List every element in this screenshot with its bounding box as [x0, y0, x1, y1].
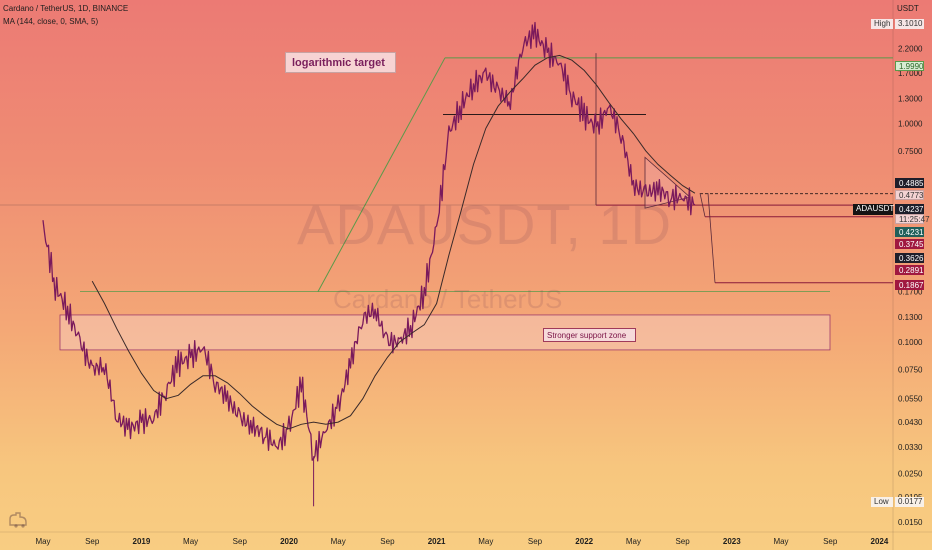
price-tag: 0.2891	[895, 265, 924, 275]
drop-line-2	[699, 193, 706, 217]
price-tag: 1.9990	[895, 61, 924, 71]
price-tag: 0.3626	[895, 253, 924, 263]
price-tick-label: 1.3000	[898, 95, 923, 104]
price-tick-label: 0.1700	[898, 288, 923, 297]
price-tick-label: 0.0430	[898, 418, 923, 427]
price-tick-label: 0.0550	[898, 395, 923, 404]
price-tick-label: 0.1000	[898, 338, 923, 347]
time-tick-label: Sep	[85, 537, 100, 546]
time-tick-label: 2024	[871, 537, 889, 546]
price-tick-label: 1.7000	[898, 69, 923, 78]
time-tick-label: 2022	[575, 537, 593, 546]
ma-line[interactable]	[91, 54, 696, 430]
currency-label: USDT	[897, 4, 919, 13]
drop-line-3	[707, 193, 716, 283]
price-tag: 0.3745	[895, 239, 924, 249]
time-tick-label: May	[35, 537, 50, 546]
low-label: Low	[871, 497, 893, 507]
support-zone-rect[interactable]	[59, 314, 831, 351]
time-tick-label: 2021	[428, 537, 446, 546]
time-tick-label: Sep	[528, 537, 543, 546]
tradingview-logo-icon[interactable]	[8, 511, 30, 529]
high-label: High	[871, 19, 893, 29]
annotation-logarithmic-target[interactable]: logarithmic target	[285, 52, 396, 73]
time-tick-label: 2019	[133, 537, 151, 546]
price-tag: 11:25:47	[895, 214, 930, 224]
annotation-support-zone-label[interactable]: Stronger support zone	[543, 328, 636, 342]
price-tick-label: 2.2000	[898, 45, 923, 54]
time-tick-label: Sep	[380, 537, 395, 546]
price-tick-label: 0.0150	[898, 518, 923, 527]
price-tag: 0.1867	[895, 280, 924, 290]
watermark-symbol: ADAUSDT, 1D	[297, 193, 673, 256]
time-tick-label: 2023	[723, 537, 741, 546]
price-tick-label: 0.7500	[898, 147, 923, 156]
time-tick-label: Sep	[233, 537, 248, 546]
price-tag: 0.4237	[895, 204, 924, 214]
price-tick-label: 0.0750	[898, 365, 923, 374]
price-tick-label: 0.1300	[898, 313, 923, 322]
target-projection-line[interactable]	[317, 57, 446, 292]
time-tick-label: Sep	[823, 537, 838, 546]
symbol-tag[interactable]: ADAUSDT	[853, 204, 894, 215]
price-tag: 0.4885	[895, 178, 924, 188]
time-tick-label: 2020	[280, 537, 298, 546]
watermark-name: Cardano / TetherUS	[333, 284, 563, 314]
time-tick-label: May	[773, 537, 788, 546]
price-tag: 0.4773	[895, 190, 924, 200]
indicator-legend[interactable]: MA (144, close, 0, SMA, 5)	[3, 17, 99, 26]
time-tick-label: May	[331, 537, 346, 546]
time-tick-label: Sep	[675, 537, 690, 546]
time-tick-label: May	[626, 537, 641, 546]
price-tag: 0.4231	[895, 227, 924, 237]
price-tick-label: 0.0250	[898, 470, 923, 479]
price-series-ADAUSDT[interactable]	[42, 21, 696, 462]
price-tick-label: 0.0330	[898, 443, 923, 452]
high-value-tag: 3.1010	[895, 19, 924, 29]
chart-title[interactable]: Cardano / TetherUS, 1D, BINANCE	[3, 4, 129, 13]
price-tick-label: 1.0000	[898, 120, 923, 129]
low-value-tag: 0.0177	[895, 497, 924, 507]
time-tick-label: May	[478, 537, 493, 546]
time-tick-label: May	[183, 537, 198, 546]
